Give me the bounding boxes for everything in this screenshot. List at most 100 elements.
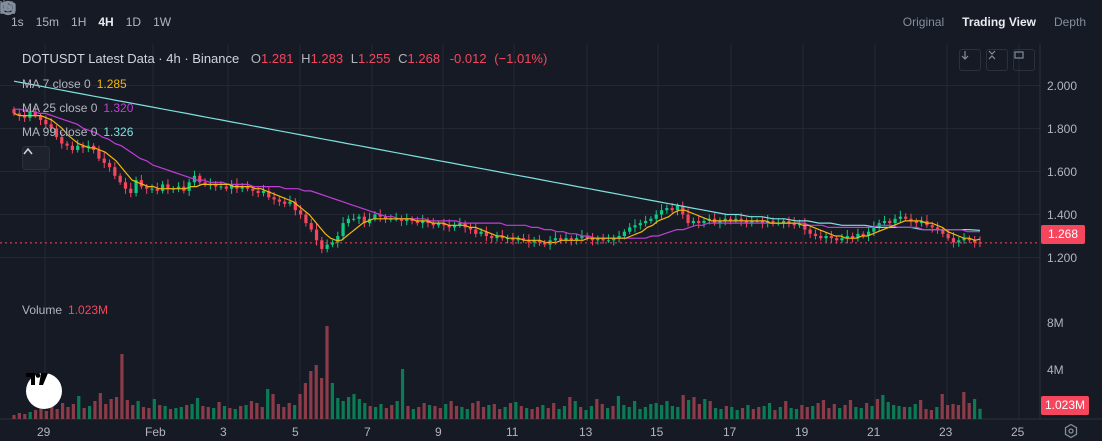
volume-bar bbox=[357, 399, 361, 419]
plus-circle-icon[interactable] bbox=[0, 0, 331, 34]
gear-icon[interactable] bbox=[1063, 423, 1079, 439]
candle-body bbox=[76, 145, 80, 150]
candle-body bbox=[352, 218, 356, 220]
candle-body bbox=[659, 210, 664, 215]
candle-body bbox=[760, 220, 764, 224]
time-tick: 5 bbox=[292, 425, 299, 439]
candle-body bbox=[346, 218, 350, 224]
collapse-icon[interactable] bbox=[986, 49, 1008, 71]
volume-bar bbox=[12, 415, 16, 419]
candle-body bbox=[914, 220, 918, 224]
candle-body bbox=[113, 167, 117, 176]
volume-bar bbox=[762, 406, 766, 419]
view-trading-view[interactable]: Trading View bbox=[962, 15, 1036, 29]
arrow-down-icon[interactable] bbox=[959, 49, 981, 71]
volume-bar bbox=[125, 400, 129, 419]
volume-bar bbox=[325, 326, 329, 419]
candle-body bbox=[590, 238, 595, 241]
volume-bar bbox=[87, 406, 92, 419]
candle-body bbox=[787, 220, 791, 224]
timeframe-1h[interactable]: 1H bbox=[71, 15, 87, 29]
ma25-line bbox=[14, 108, 980, 239]
volume-bar bbox=[832, 404, 836, 419]
time-tick: 17 bbox=[723, 425, 737, 439]
collapse-legend-button[interactable] bbox=[22, 146, 50, 170]
volume-bar bbox=[886, 402, 890, 419]
timeframe-1s[interactable]: 1s bbox=[11, 15, 24, 29]
chart-area[interactable]: DOTUSDT Latest Data · 4h · Binance O1.28… bbox=[0, 44, 1102, 441]
candle-body bbox=[452, 225, 457, 228]
candle-body bbox=[728, 218, 733, 221]
tradingview-logo[interactable] bbox=[26, 373, 62, 409]
volume-bar bbox=[163, 406, 167, 419]
volume-bar bbox=[535, 407, 540, 419]
candle-body bbox=[580, 236, 584, 239]
candle-body bbox=[829, 236, 833, 239]
ma25-label: MA 25 close 0 bbox=[22, 101, 98, 115]
volume-bar bbox=[503, 407, 507, 419]
volume-bar bbox=[320, 378, 324, 419]
timeframe-group: 1s 15m 1H 4H 1D 1W bbox=[0, 15, 177, 29]
candle-body bbox=[575, 238, 579, 241]
candle-body bbox=[665, 208, 669, 211]
candlestick-chart[interactable] bbox=[0, 44, 1102, 441]
candle-body bbox=[675, 205, 680, 211]
volume-bar bbox=[740, 408, 745, 419]
volume-bar bbox=[546, 408, 550, 419]
volume-bar bbox=[519, 406, 523, 419]
volume-bar bbox=[557, 409, 561, 419]
candle-body bbox=[734, 218, 738, 221]
fullscreen-icon[interactable] bbox=[1013, 49, 1035, 71]
candle-body bbox=[813, 233, 818, 236]
volume-bar bbox=[719, 409, 723, 419]
ma99-line bbox=[13, 80, 981, 231]
candle-body bbox=[176, 186, 181, 189]
view-depth[interactable]: Depth bbox=[1053, 15, 1086, 29]
timeframe-4h[interactable]: 4H bbox=[98, 15, 114, 29]
candle-body bbox=[198, 175, 202, 183]
chevron-down-icon[interactable] bbox=[1, 3, 201, 34]
ma7-value: 1.285 bbox=[96, 77, 127, 91]
timeframe-15m[interactable]: 15m bbox=[35, 15, 60, 29]
volume-legend: Volume 1.023M bbox=[22, 303, 108, 317]
volume-bar bbox=[309, 371, 313, 419]
last-price-tag: 1.268 bbox=[1041, 225, 1085, 244]
candle-body bbox=[898, 216, 902, 219]
candle-body bbox=[54, 128, 59, 138]
volume-bar bbox=[406, 406, 410, 419]
candle-body bbox=[967, 238, 971, 241]
volume-bar bbox=[573, 401, 577, 419]
volume-bar bbox=[633, 401, 637, 419]
open-label: O bbox=[250, 51, 261, 66]
volume-bar bbox=[185, 405, 189, 419]
volume-bar bbox=[913, 404, 917, 419]
timeframe-1d[interactable]: 1D bbox=[125, 15, 142, 29]
line-chart-icon[interactable] bbox=[0, 1, 241, 34]
candle-body bbox=[240, 186, 244, 189]
candle-body bbox=[617, 236, 621, 239]
volume-bar bbox=[730, 407, 734, 419]
volume-bar bbox=[120, 354, 124, 419]
candle-body bbox=[118, 175, 122, 183]
candle-body bbox=[946, 233, 950, 239]
candle-body bbox=[341, 223, 345, 236]
volume-bar bbox=[789, 408, 793, 419]
candles-icon[interactable] bbox=[1, 0, 271, 34]
candle-body bbox=[272, 197, 276, 200]
volume-bar bbox=[784, 401, 788, 419]
volume-bar bbox=[255, 403, 259, 419]
candle-body bbox=[330, 242, 335, 245]
volume-bar bbox=[417, 407, 421, 419]
candle-body bbox=[845, 236, 849, 239]
camera-icon[interactable] bbox=[0, 2, 301, 34]
candle-body bbox=[336, 236, 340, 243]
candle-body bbox=[431, 223, 435, 226]
candle-body bbox=[267, 190, 271, 198]
view-original[interactable]: Original bbox=[902, 15, 945, 29]
last-volume-tag: 1.023M bbox=[1041, 396, 1089, 415]
candle-body bbox=[495, 236, 499, 239]
candle-body bbox=[601, 238, 605, 241]
hexagon-settings-icon[interactable] bbox=[1, 0, 361, 34]
timeframe-1w[interactable]: 1W bbox=[153, 15, 172, 29]
volume-bar bbox=[266, 389, 270, 419]
